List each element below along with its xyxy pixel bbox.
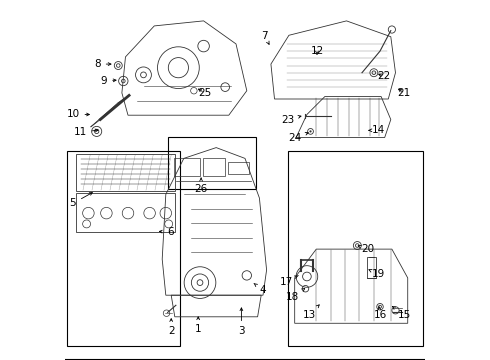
Text: 18: 18: [286, 288, 305, 302]
Text: 21: 21: [397, 88, 411, 98]
Bar: [228, 162, 248, 174]
Text: 26: 26: [195, 178, 208, 194]
Bar: [67, 151, 180, 346]
Text: 25: 25: [198, 88, 211, 98]
Text: 22: 22: [377, 71, 390, 81]
Bar: [288, 151, 423, 346]
Text: 11: 11: [74, 127, 98, 138]
Text: 24: 24: [288, 132, 308, 143]
Text: 20: 20: [358, 244, 375, 254]
Text: 23: 23: [281, 114, 301, 125]
Text: 12: 12: [310, 46, 323, 56]
Text: 19: 19: [369, 269, 386, 279]
Text: 10: 10: [66, 109, 89, 120]
Text: 7: 7: [262, 31, 269, 44]
Text: 15: 15: [392, 306, 411, 320]
Text: 2: 2: [168, 319, 174, 336]
Text: 16: 16: [373, 307, 387, 320]
Text: 5: 5: [70, 193, 92, 208]
Text: 13: 13: [302, 305, 319, 320]
Text: 17: 17: [280, 275, 298, 287]
Bar: [168, 137, 256, 189]
Text: 1: 1: [195, 317, 201, 334]
Bar: [202, 158, 225, 176]
Text: 4: 4: [254, 283, 266, 295]
Text: 8: 8: [94, 59, 111, 69]
Text: 3: 3: [238, 308, 245, 336]
Text: 6: 6: [159, 227, 173, 237]
Bar: [367, 257, 376, 278]
Text: 14: 14: [369, 125, 386, 135]
Circle shape: [310, 130, 312, 132]
Text: 9: 9: [100, 76, 116, 86]
Bar: [174, 158, 199, 176]
